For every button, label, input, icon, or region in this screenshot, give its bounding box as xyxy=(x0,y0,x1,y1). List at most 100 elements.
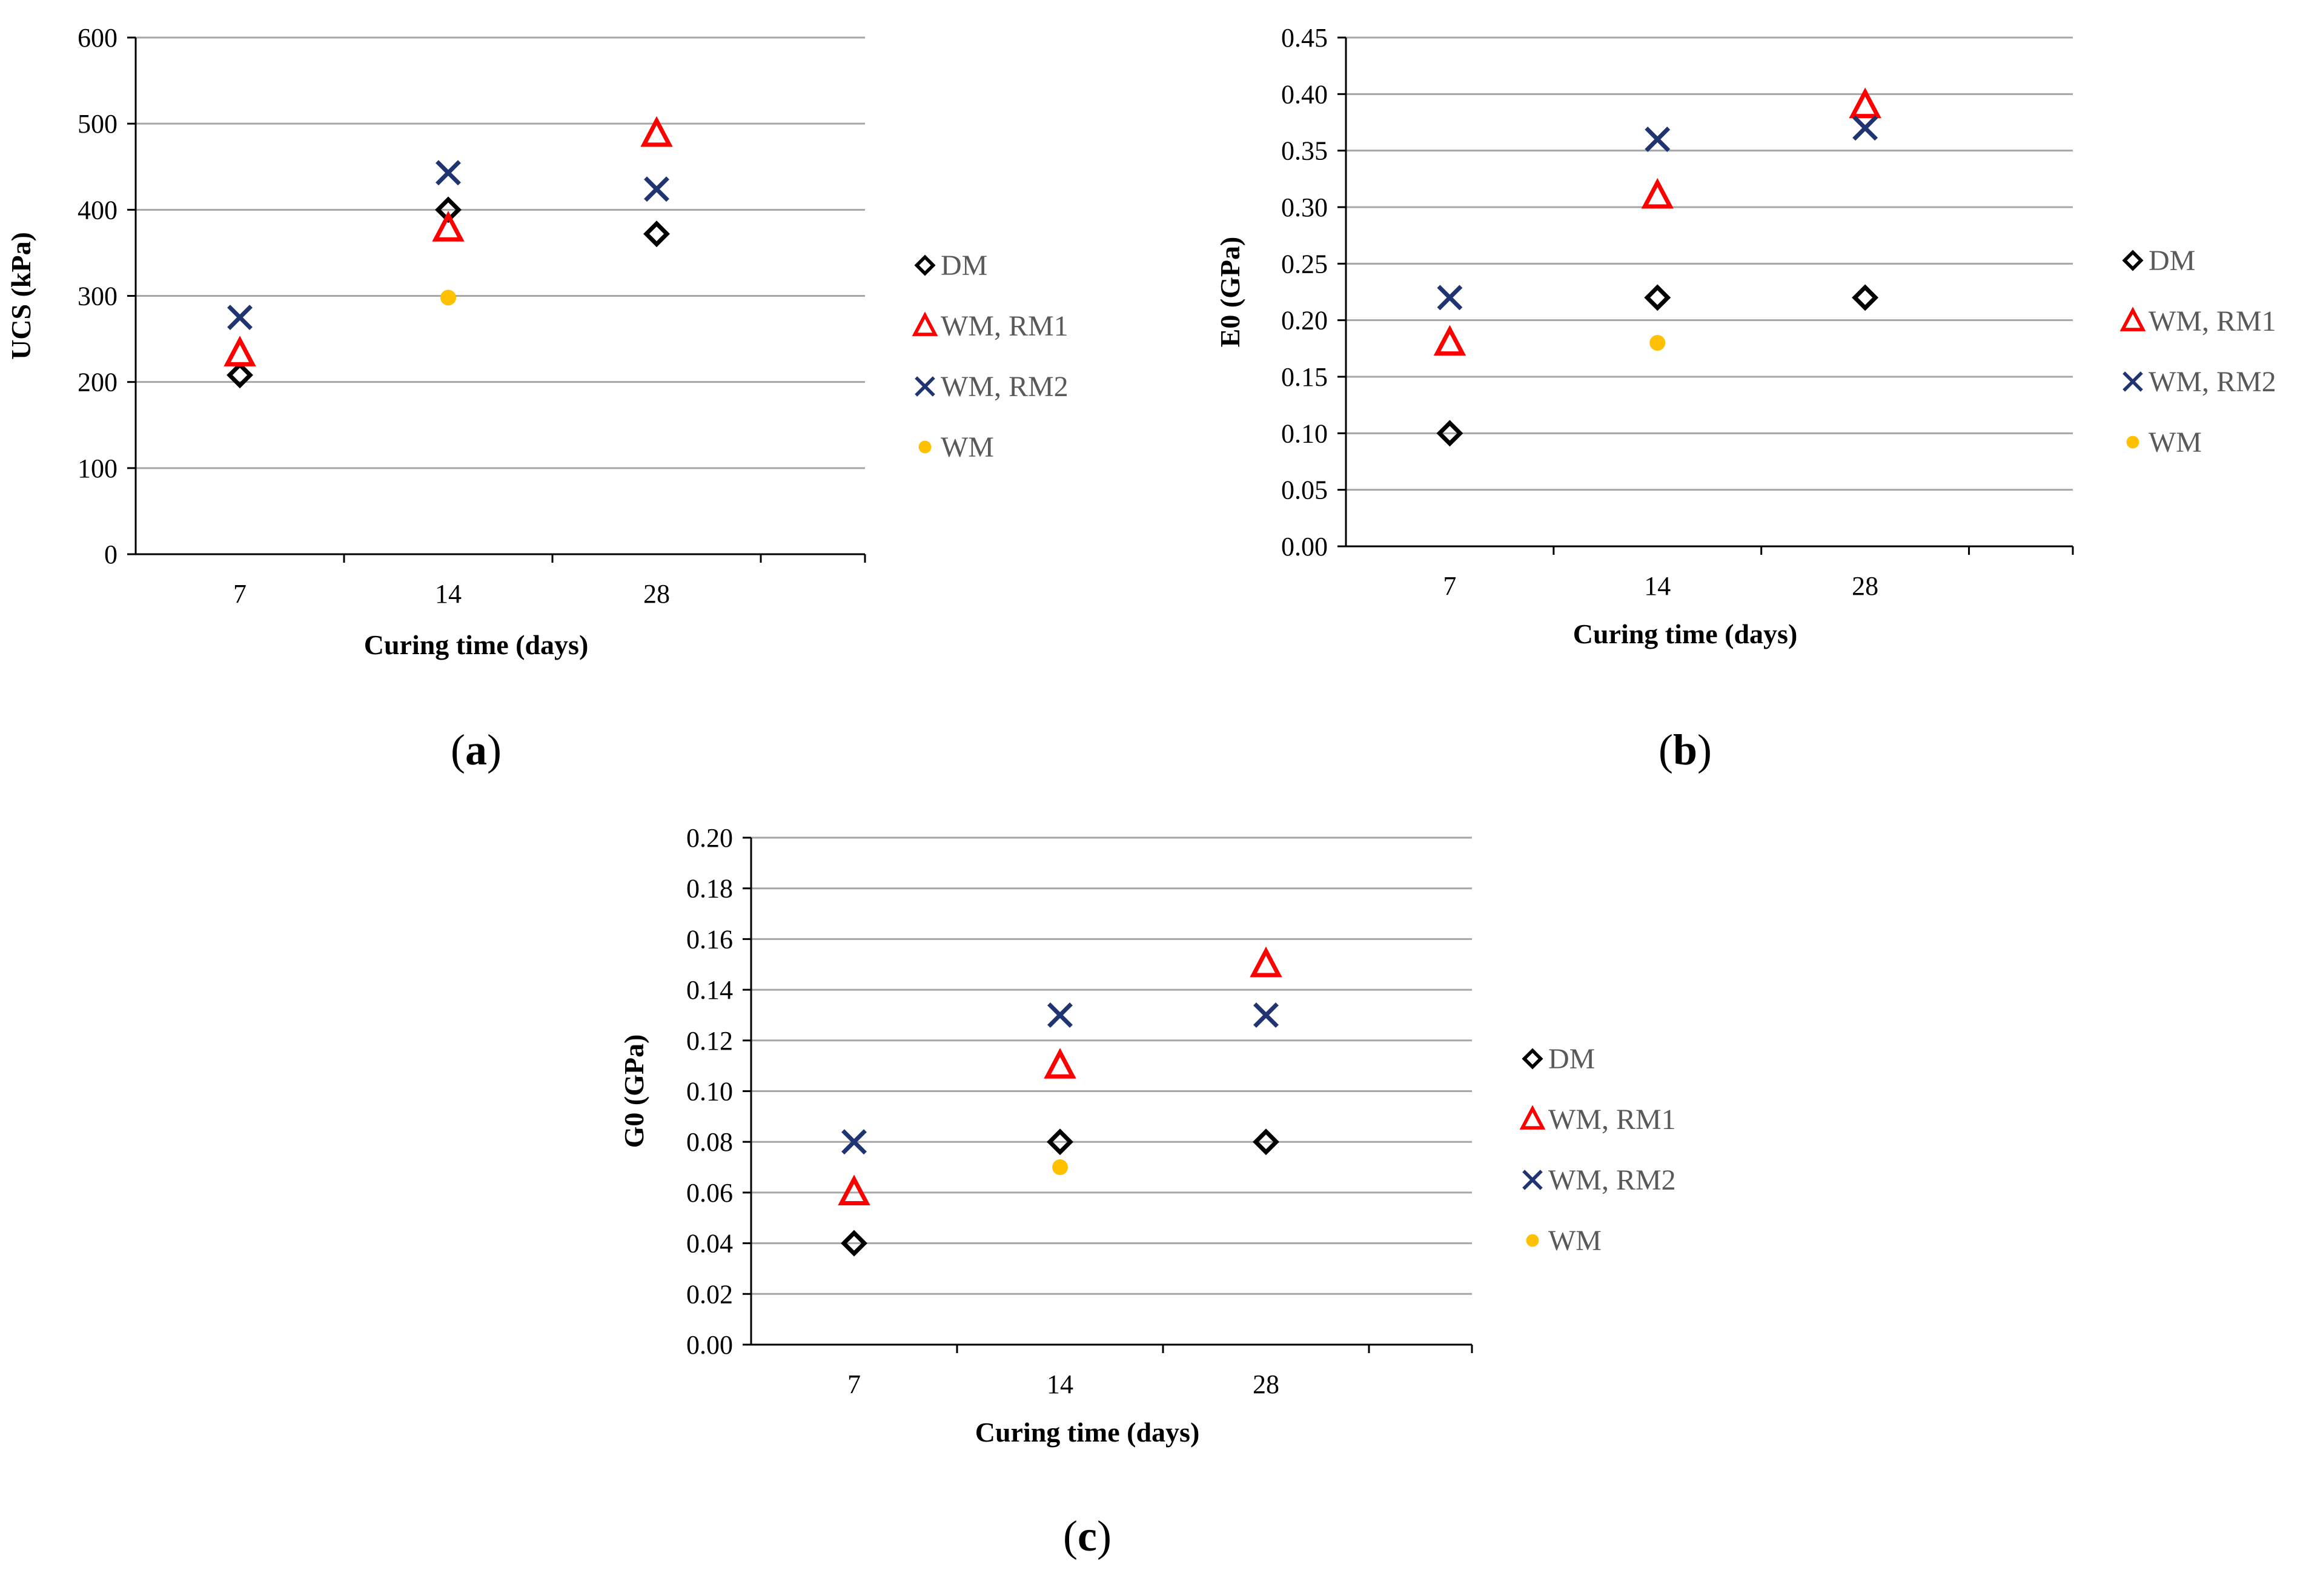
legend-label-wm-rm1: WM, RM1 xyxy=(1548,1104,1676,1136)
y-tick-label: 0.45 xyxy=(1281,23,1328,53)
chart-panel-b: 0.00 0.05 0.10 0.15 0.20 0.25 0.30 0.35 0.40 0.45… xyxy=(1214,23,2276,774)
data-point-wm-rm1 xyxy=(1250,946,1282,978)
legend-marker-wm xyxy=(2126,435,2139,449)
data-point-dm xyxy=(1047,1128,1073,1156)
data-point-dm xyxy=(435,196,462,224)
y-tick-label: 0.14 xyxy=(686,975,733,1005)
data-point-dm xyxy=(227,362,253,389)
y-tick-label: 0.40 xyxy=(1281,79,1328,109)
y-tick-label: 0.05 xyxy=(1281,475,1328,505)
y-tick-label: 0.06 xyxy=(686,1178,733,1208)
data-point-wm-rm2 xyxy=(227,305,253,330)
data-point-wm-rm1 xyxy=(640,116,673,147)
data-point-wm-rm2 xyxy=(436,160,461,186)
x-tick-label: 14 xyxy=(435,579,462,609)
data-point-wm-rm2 xyxy=(1047,1002,1073,1028)
x-tick-label: 28 xyxy=(643,579,670,609)
legend: DM WM, RM1 WM, RM2 WM xyxy=(912,250,1069,463)
data-point-dm xyxy=(1852,284,1879,311)
legend-label-wm-rm1: WM, RM1 xyxy=(941,310,1069,342)
data-point-wm-rm1 xyxy=(1433,325,1466,356)
legend-marker-wm-rm2 xyxy=(2122,371,2143,392)
y-tick-label: 0.16 xyxy=(686,924,733,954)
y-axis-title: G0 (GPa) xyxy=(618,1035,649,1148)
panel-label-close-paren: ) xyxy=(487,726,502,774)
panel-label-open-paren: ( xyxy=(1658,726,1673,774)
chart-panel-a: 0 100 200 300 400 500 600 7 14 28 Curing time (day… xyxy=(5,23,1069,774)
x-tick-label: 28 xyxy=(1253,1369,1279,1399)
data-point-wm-rm2 xyxy=(841,1129,867,1155)
y-tick-label: 0.18 xyxy=(686,874,733,904)
x-tick-label: 7 xyxy=(847,1369,861,1399)
legend-label-wm: WM xyxy=(941,431,994,463)
panel-label-open-paren: ( xyxy=(451,726,465,774)
legend-marker-dm xyxy=(2122,250,2144,271)
data-point-wm-rm1 xyxy=(224,336,256,366)
x-tick-label: 14 xyxy=(1047,1369,1073,1399)
y-tick-label: 0.15 xyxy=(1281,362,1328,392)
data-point-dm xyxy=(1253,1128,1279,1156)
y-axis-title: UCS (kPa) xyxy=(5,232,36,360)
data-point-wm xyxy=(1052,1159,1068,1176)
panel-label-letter: b xyxy=(1673,726,1697,774)
legend-label-wm-rm2: WM, RM2 xyxy=(2149,366,2276,398)
data-point-wm-rm1 xyxy=(1849,87,1881,119)
y-tick-label: 0.30 xyxy=(1281,193,1328,222)
y-tick-label: 0.10 xyxy=(686,1077,733,1107)
panel-label: (b) xyxy=(1658,726,1712,774)
x-axis-title: Curing time (days) xyxy=(1573,618,1798,649)
legend: DM WM, RM1 WM, RM2 WM xyxy=(1519,1043,1676,1257)
y-tick-label: 100 xyxy=(78,454,118,483)
data-point-wm xyxy=(1649,335,1666,351)
y-tick-label: 0.04 xyxy=(686,1229,733,1259)
chart-panel-c: 0.00 0.02 0.04 0.06 0.08 0.10 0.12 0.14 0.16 0.18… xyxy=(618,823,1676,1560)
data-point-wm xyxy=(440,290,456,306)
y-tick-label: 200 xyxy=(78,368,118,397)
data-point-wm-rm2 xyxy=(1852,115,1878,141)
x-tick-label: 28 xyxy=(1852,571,1878,601)
data-point-wm-rm1 xyxy=(838,1174,870,1205)
data-point-wm-rm2 xyxy=(644,176,669,202)
legend-label-wm: WM xyxy=(2149,426,2202,459)
panel-label-letter: c xyxy=(1078,1512,1097,1560)
y-tick-label: 0.00 xyxy=(1281,532,1328,561)
legend-marker-wm-rm1 xyxy=(912,311,938,336)
y-tick-label: 0.10 xyxy=(1281,419,1328,448)
panel-label-open-paren: ( xyxy=(1063,1512,1078,1560)
legend-label-dm: DM xyxy=(941,250,987,282)
panel-label: (c) xyxy=(1063,1512,1112,1560)
data-point-wm-rm2 xyxy=(1645,127,1671,152)
y-axis-title: E0 (GPa) xyxy=(1214,237,1245,348)
panel-label: (a) xyxy=(451,726,502,774)
x-axis-title: Curing time (days) xyxy=(975,1417,1200,1448)
data-point-wm-rm1 xyxy=(1044,1048,1076,1079)
data-point-wm-rm2 xyxy=(1437,285,1463,311)
x-tick-label: 7 xyxy=(233,579,247,609)
legend-marker-dm xyxy=(914,254,936,276)
panel-label-letter: a xyxy=(465,726,487,774)
legend-marker-wm xyxy=(918,440,932,454)
legend-label-wm-rm1: WM, RM1 xyxy=(2149,305,2276,337)
data-point-dm xyxy=(1644,284,1671,311)
legend-label-wm-rm2: WM, RM2 xyxy=(1548,1164,1676,1196)
data-point-wm-rm1 xyxy=(1641,177,1674,209)
y-tick-label: 0.12 xyxy=(686,1026,733,1056)
y-tick-label: 0.08 xyxy=(686,1127,733,1157)
legend-marker-wm-rm2 xyxy=(1522,1170,1543,1190)
legend-label-wm: WM xyxy=(1548,1225,1602,1257)
data-point-wm-rm1 xyxy=(432,211,465,242)
legend: DM WM, RM1 WM, RM2 WM xyxy=(2119,245,2276,459)
y-tick-label: 0.25 xyxy=(1281,249,1328,279)
legend-label-dm: DM xyxy=(2149,245,2195,277)
y-tick-label: 0.20 xyxy=(686,823,733,853)
panel-label-close-paren: ) xyxy=(1697,726,1712,774)
legend-marker-wm-rm1 xyxy=(2119,306,2146,331)
y-tick-label: 300 xyxy=(78,282,118,311)
y-tick-label: 600 xyxy=(78,23,118,53)
data-point-dm xyxy=(841,1230,867,1257)
legend-label-wm-rm2: WM, RM2 xyxy=(941,371,1069,403)
y-tick-label: 0 xyxy=(104,540,118,569)
legend-marker-dm xyxy=(1522,1048,1543,1070)
x-axis-title: Curing time (days) xyxy=(364,629,589,660)
